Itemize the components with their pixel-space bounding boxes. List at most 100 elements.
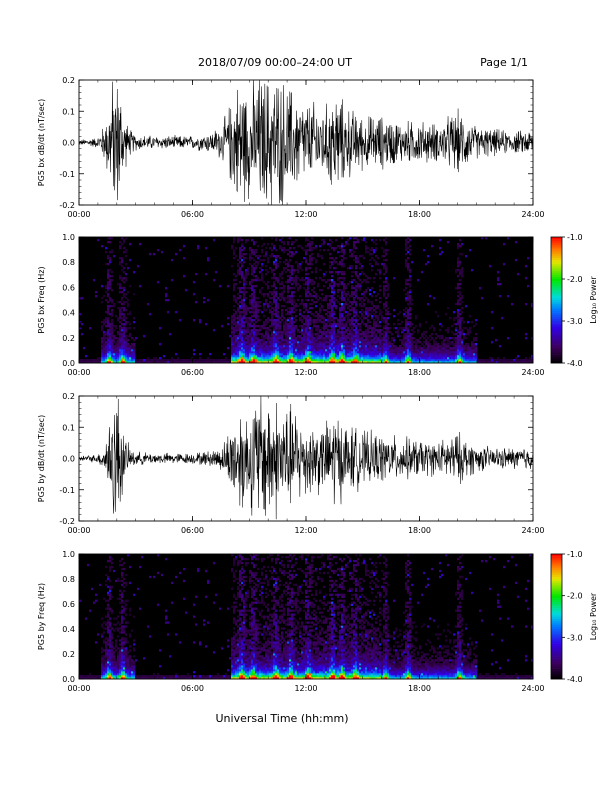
spectrogram-cell (361, 305, 363, 307)
spectrogram-cell (463, 335, 465, 337)
spectrogram-cell (299, 351, 301, 353)
spectrogram-cell (101, 357, 103, 359)
spectrogram-cell (355, 257, 357, 259)
spectrogram-cell (361, 343, 363, 345)
spectrogram-cell (459, 351, 461, 353)
spectrogram-cell (269, 311, 271, 313)
spectrogram-cell (353, 299, 355, 301)
spectrogram-cell (383, 339, 385, 341)
spectrogram-cell (507, 295, 509, 297)
spectrogram-cell (101, 647, 103, 649)
spectrogram-cell (331, 263, 333, 265)
spectrogram-cell (251, 273, 253, 275)
spectrogram-cell (305, 281, 307, 283)
spectrogram-cell (165, 287, 167, 289)
spectrogram-cell (241, 335, 243, 337)
spectrogram-cell (389, 351, 391, 353)
spectrogram-cell (453, 317, 455, 319)
spectrogram-cell (365, 331, 367, 333)
spectrogram-cell (321, 335, 323, 337)
spectrogram-cell (427, 357, 429, 359)
spectrogram-cell (295, 351, 297, 353)
spectrogram-cell (133, 347, 135, 349)
spectrogram-cell (365, 353, 367, 355)
spectrogram-cell (455, 317, 457, 319)
spectrogram-cell (245, 273, 247, 275)
spectrogram-cell (281, 311, 283, 313)
spectrogram-cell (119, 245, 121, 247)
spectrogram-cell (397, 357, 399, 359)
spectrogram-cell (251, 279, 253, 281)
spectrogram-cell (103, 319, 105, 321)
spectrogram-cell (453, 359, 455, 361)
spectrogram-cell (261, 343, 263, 345)
spectrogram-cell (273, 333, 275, 335)
spectrogram-cell (283, 331, 285, 333)
spectrogram-cell (457, 261, 459, 263)
spectrogram-cell (289, 339, 291, 341)
spectrogram-cell (309, 317, 311, 319)
spectrogram-cell (275, 347, 277, 349)
spectrogram-cell (237, 319, 239, 321)
spectrogram-cell (327, 321, 329, 323)
spectrogram-cell (129, 351, 131, 353)
spectrogram-cell (301, 321, 303, 323)
spectrogram-cell (295, 319, 297, 321)
spectrogram-cell (319, 351, 321, 353)
spectrogram-cell (253, 343, 255, 345)
spectrogram-cell (431, 359, 433, 361)
spectrogram-cell (447, 329, 449, 331)
spectrogram-cell (107, 275, 109, 277)
spectrogram-cell (119, 349, 121, 351)
spectrogram-cell (105, 623, 107, 625)
spectrogram-cell (275, 359, 277, 361)
spectrogram-cell (335, 333, 337, 335)
spectrogram-cell (355, 337, 357, 339)
spectrogram-cell (455, 327, 457, 329)
spectrogram-cell (299, 353, 301, 355)
spectrogram-cell (263, 353, 265, 355)
spectrogram-cell (251, 315, 253, 317)
spectrogram-cell (257, 331, 259, 333)
spectrogram-cell (291, 317, 293, 319)
spectrogram-cell (309, 279, 311, 281)
spectrogram-cell (305, 259, 307, 261)
spectrogram-cell (331, 261, 333, 263)
spectrogram-cell (107, 329, 109, 331)
spectrogram-cell (309, 243, 311, 245)
spectrogram-cell (409, 341, 411, 343)
spectrogram-cell (331, 271, 333, 273)
spectrogram-cell (233, 239, 235, 241)
spectrogram-cell (385, 267, 387, 269)
spectrogram-cell (351, 347, 353, 349)
spectrogram-cell (111, 299, 113, 301)
spectrogram-cell (255, 267, 257, 269)
spectrogram-cell (339, 337, 341, 339)
spectrogram-cell (383, 351, 385, 353)
spectrogram-cell (359, 255, 361, 257)
spectrogram-cell (409, 269, 411, 271)
spectrogram-cell (331, 341, 333, 343)
spectrogram-cell (317, 313, 319, 315)
spectrogram-cell (337, 295, 339, 297)
spectrogram-cell (371, 315, 373, 317)
spectrogram-cell (321, 333, 323, 335)
spectrogram-cell (175, 253, 177, 255)
spectrogram-cell (353, 343, 355, 345)
spectrogram-cell (377, 315, 379, 317)
spectrogram-cell (277, 265, 279, 267)
spectrogram-cell (349, 335, 351, 337)
spectrogram-cell (249, 341, 251, 343)
spectrogram-cell (287, 317, 289, 319)
spectrogram-cell (329, 319, 331, 321)
spectrogram-cell (459, 325, 461, 327)
spectrogram-cell (239, 317, 241, 319)
spectrogram-cell (359, 349, 361, 351)
spectrogram-cell (361, 339, 363, 341)
spectrogram-cell (119, 287, 121, 289)
spectrogram-cell (275, 333, 277, 335)
spectrogram-cell (121, 353, 123, 355)
spectrogram-cell (101, 329, 103, 331)
spectrogram-cell (107, 333, 109, 335)
